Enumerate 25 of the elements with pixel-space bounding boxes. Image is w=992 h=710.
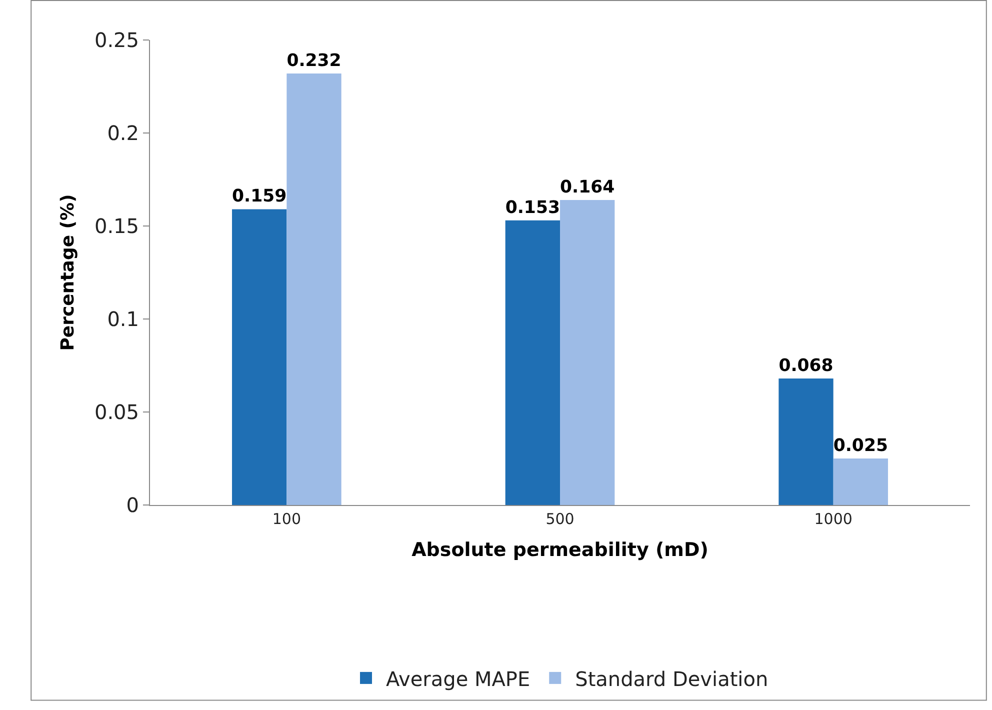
bar [232,209,287,505]
data-label: 0.025 [833,436,888,456]
y-tick-label: 0.15 [94,214,139,238]
legend-label: Standard Deviation [575,666,768,691]
bar [560,200,615,505]
x-tick-label: 100 [272,510,301,528]
y-axis-title: Percentage (%) [58,194,79,351]
data-label: 0.159 [232,186,287,207]
y-tick-label: 0.25 [94,28,139,52]
data-label: 0.153 [505,198,560,218]
bar [505,220,560,505]
bar [778,378,834,505]
y-tick-label: 0.2 [107,121,139,145]
data-label: 0.068 [778,356,834,376]
legend-label: Average MAPE [386,666,530,691]
x-tick-label: 500 [546,510,574,528]
x-tick-label: 1000 [814,510,852,528]
data-label: 0.232 [286,50,342,71]
y-tick-label: 0.1 [107,307,139,331]
bar [833,458,888,505]
y-tick-label: 0.05 [94,400,139,424]
data-label: 0.164 [560,177,615,198]
bar [286,73,342,505]
y-tick-label: 0 [126,493,139,517]
x-axis-title: Absolute permeability (mD) [412,538,708,561]
